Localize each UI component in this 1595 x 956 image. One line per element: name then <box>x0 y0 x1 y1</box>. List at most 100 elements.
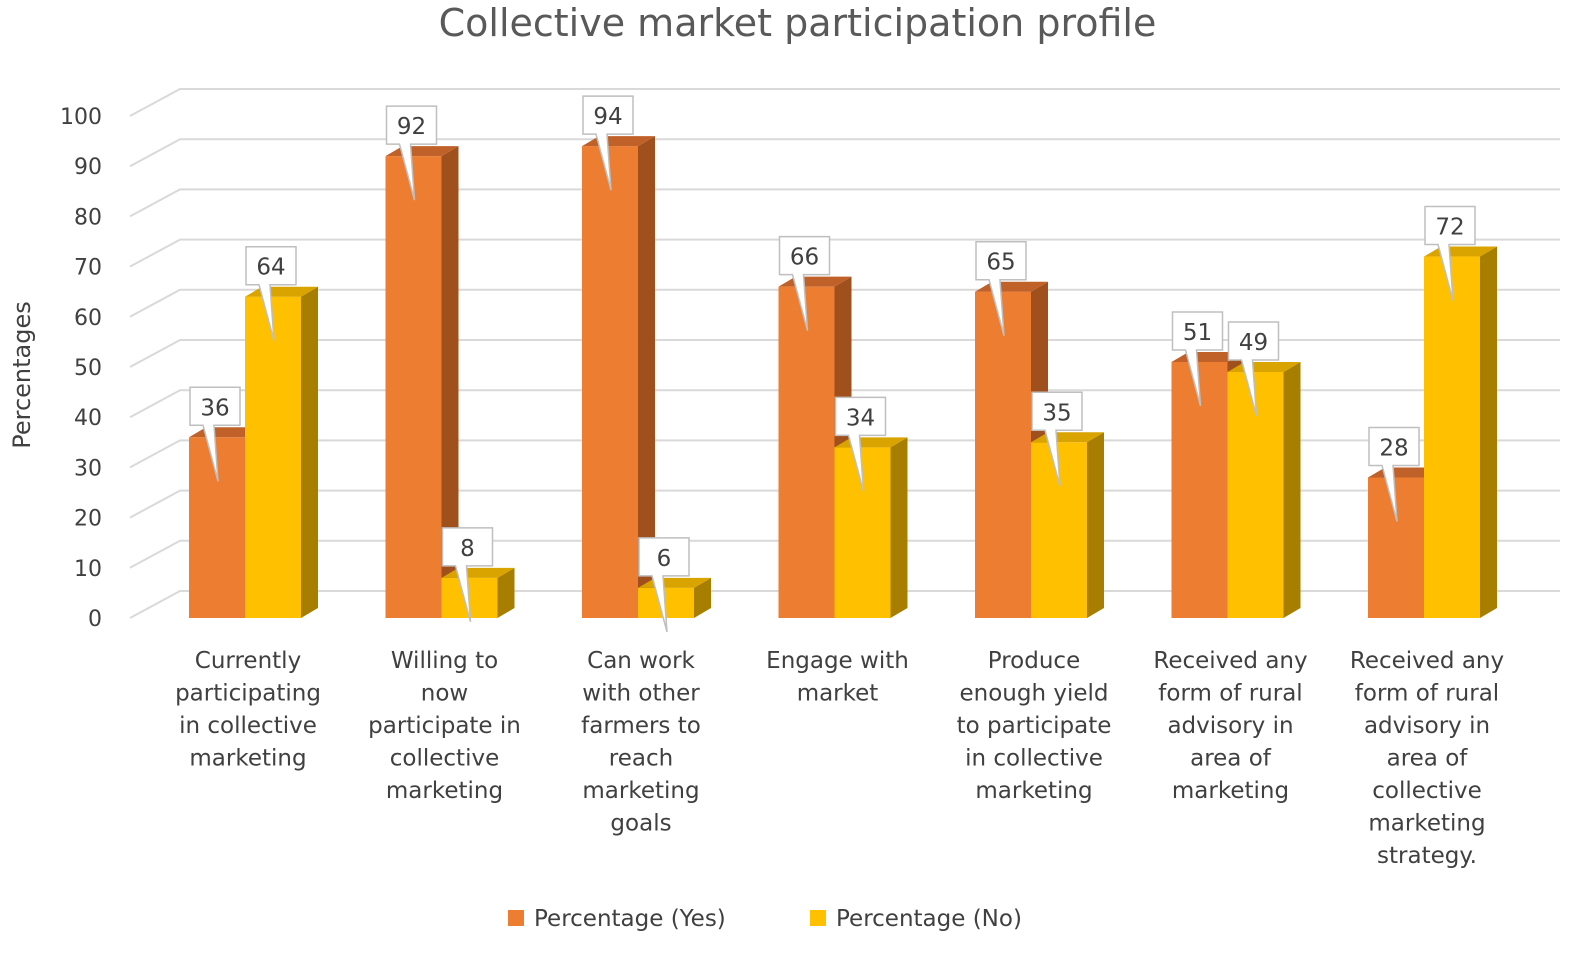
bar <box>582 136 655 618</box>
x-axis-categories: Currently participating in collective marke… <box>175 648 1504 869</box>
data-label-callout <box>1227 321 1280 417</box>
bar-front <box>778 286 835 618</box>
bar-front <box>1424 256 1480 618</box>
legend-swatch <box>810 910 826 926</box>
bar-side <box>694 577 711 618</box>
data-label-text: 6 <box>657 546 672 572</box>
y-tick-label: 0 <box>88 607 102 632</box>
y-tick-label: 20 <box>74 507 102 532</box>
bar <box>441 567 515 618</box>
x-category-label: Willing to now participate in collective mar… <box>368 648 521 804</box>
legend-label: Percentage (Yes) <box>534 906 726 932</box>
data-label: 65 <box>975 240 1027 336</box>
gridline-70 <box>129 238 1560 268</box>
chart-title: Collective market participation profile <box>438 1 1157 45</box>
y-axis-label: Percentages <box>8 301 36 449</box>
data-label: 6 <box>638 537 690 633</box>
data-label-text: 92 <box>397 114 426 140</box>
data-label: 36 <box>189 386 241 482</box>
data-label: 28 <box>1368 426 1420 522</box>
bar-side <box>1283 362 1301 618</box>
bar <box>975 281 1048 618</box>
data-label-text: 34 <box>846 405 875 431</box>
data-label: 34 <box>834 396 887 492</box>
bar-side <box>890 437 908 618</box>
bar-group <box>778 276 908 618</box>
bar-group <box>1171 351 1301 618</box>
y-tick-label: 90 <box>74 155 102 180</box>
data-label: 64 <box>245 245 297 341</box>
x-category-label: Can work with other farmers to reach marketi… <box>581 648 701 837</box>
data-label: 35 <box>1031 391 1083 487</box>
y-tick-label: 80 <box>74 205 102 230</box>
gridline-50 <box>129 339 1560 368</box>
data-label-callout <box>189 386 241 482</box>
y-tick-label: 10 <box>74 557 102 582</box>
data-label-text: 66 <box>790 245 819 271</box>
bar-group <box>1368 246 1497 618</box>
x-category-label: Received any form of rural advisory in area… <box>1350 648 1504 869</box>
data-label-text: 36 <box>200 395 229 421</box>
legend-item: Percentage (Yes) <box>508 906 726 932</box>
y-tick-label: 30 <box>74 456 102 481</box>
data-label-callout <box>441 527 494 623</box>
x-category-label: Received any form of rural advisory in area… <box>1153 648 1307 804</box>
bar-front <box>385 156 442 618</box>
data-label-callout <box>1368 426 1420 522</box>
data-label-text: 64 <box>256 255 285 281</box>
bar <box>1424 246 1497 618</box>
gridline-90 <box>129 138 1560 168</box>
data-label: 51 <box>1171 311 1224 407</box>
legend: Percentage (Yes) Percentage (No) <box>508 906 1022 932</box>
bar <box>1227 362 1301 618</box>
data-label: 94 <box>582 95 634 191</box>
data-label-callout <box>1031 391 1083 487</box>
data-label-callout <box>778 235 831 331</box>
data-label-callout <box>834 396 887 492</box>
data-label: 92 <box>385 105 438 201</box>
data-label-callout <box>1171 311 1224 407</box>
data-label-text: 51 <box>1183 320 1212 346</box>
y-axis-ticks: 0 10 20 30 40 50 60 70 80 90 100 <box>60 105 102 632</box>
bar-side <box>1480 246 1497 618</box>
bar <box>245 286 318 618</box>
data-label-text: 28 <box>1379 435 1408 461</box>
data-label-text: 35 <box>1042 400 1071 426</box>
bar-side <box>497 567 515 618</box>
bar-front <box>975 291 1031 618</box>
data-label: 8 <box>441 527 494 623</box>
legend-swatch <box>508 910 524 926</box>
gridline-60 <box>129 288 1560 318</box>
bar-side <box>1087 432 1104 618</box>
y-tick-label: 40 <box>74 406 102 431</box>
bar-group <box>975 281 1104 618</box>
data-label-callout <box>1424 205 1476 301</box>
bar-front <box>582 146 638 618</box>
data-label: 66 <box>778 235 831 331</box>
bar <box>638 577 711 618</box>
bar-side <box>301 286 318 618</box>
bar-side <box>638 136 655 618</box>
data-label-text: 94 <box>593 104 622 130</box>
data-label-callout <box>975 240 1027 336</box>
gridline-100 <box>129 88 1560 117</box>
bars <box>189 136 1497 618</box>
x-category-label: Engage with market <box>766 648 909 707</box>
data-label-callout <box>638 537 690 633</box>
data-label-text: 72 <box>1435 215 1464 241</box>
data-label-text: 49 <box>1239 330 1268 356</box>
bar-group <box>189 286 318 618</box>
y-tick-label: 100 <box>60 105 102 130</box>
bar-group <box>385 146 515 618</box>
bar-front <box>245 296 301 618</box>
bar-side <box>441 146 459 618</box>
y-tick-label: 60 <box>74 306 102 331</box>
data-label: 72 <box>1424 205 1476 301</box>
bar <box>385 146 459 618</box>
y-tick-label: 50 <box>74 356 102 381</box>
gridline-80 <box>129 188 1560 218</box>
y-tick-label: 70 <box>74 256 102 281</box>
data-label-callout <box>582 95 634 191</box>
